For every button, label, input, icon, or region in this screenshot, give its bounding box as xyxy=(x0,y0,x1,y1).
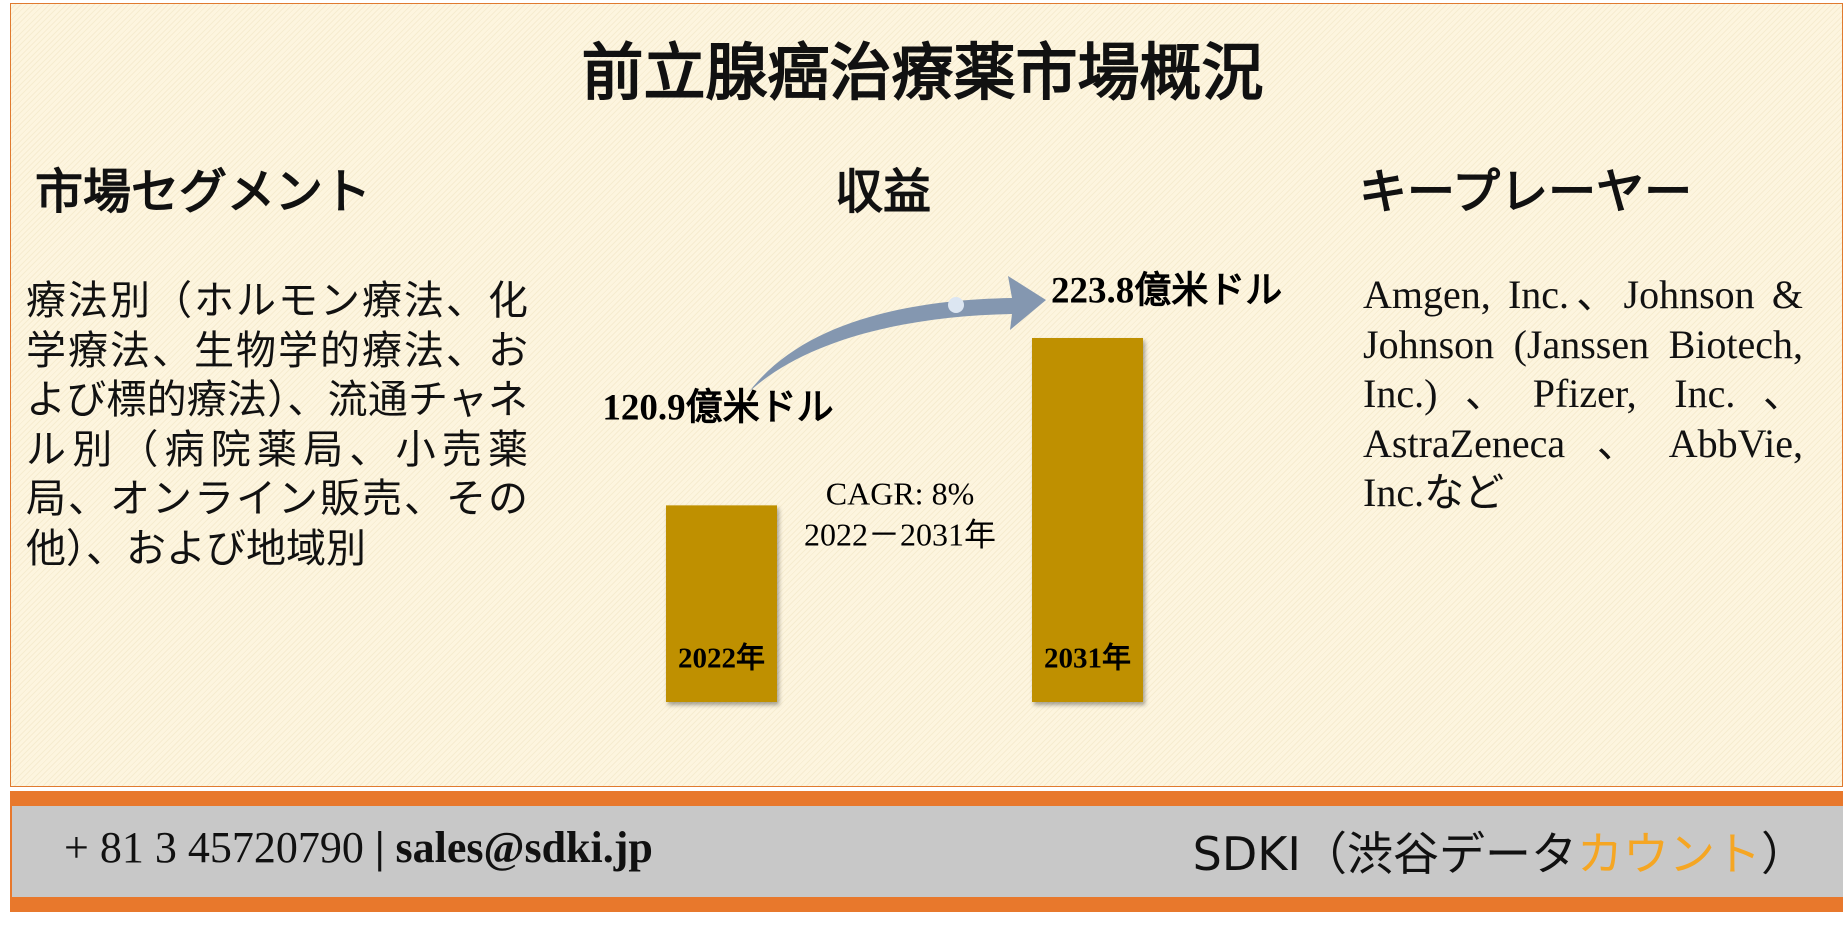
arrow-dot xyxy=(948,297,964,313)
brand-end: ） xyxy=(1761,827,1807,881)
revenue-heading: 収益 xyxy=(834,166,931,219)
bar-category: 2031年 xyxy=(1044,641,1131,675)
brand-highlight: カウント xyxy=(1577,827,1761,881)
brand-text: SDKI（渋谷データ xyxy=(1192,827,1577,881)
brand: SDKI（渋谷データカウント） xyxy=(1193,818,1807,884)
bar xyxy=(1032,338,1143,702)
cagr-period: 2022－2031年 xyxy=(804,516,996,552)
growth-arrow xyxy=(749,276,1046,392)
players-text: Amgen, Inc.、Johnson & Johnson (Janssen B… xyxy=(1363,272,1803,515)
main-panel xyxy=(10,3,1843,787)
cagr: CAGR: 8% xyxy=(826,475,974,511)
bar xyxy=(666,505,777,702)
email[interactable]: sales@sdki.jp xyxy=(395,823,653,872)
value-label: 223.8億米ドル xyxy=(1051,269,1282,311)
separator: | xyxy=(374,823,385,872)
segments-heading: 市場セグメント xyxy=(35,166,372,219)
segments-text: 療法別（ホルモン療法、化学療法、生物学的療法、および標的療法）、流通チャネル別（… xyxy=(26,278,528,571)
title: 前立腺癌治療薬市場概況 xyxy=(581,40,1264,108)
players-heading: キープレーヤー xyxy=(1359,166,1693,219)
bar-category: 2022年 xyxy=(678,641,765,675)
phone: + 81 3 45720790 xyxy=(64,823,364,872)
footer-bar xyxy=(12,806,1843,897)
value-label: 120.9億米ドル xyxy=(602,386,833,428)
contact: + 81 3 45720790 | sales@sdki.jp xyxy=(64,822,653,873)
